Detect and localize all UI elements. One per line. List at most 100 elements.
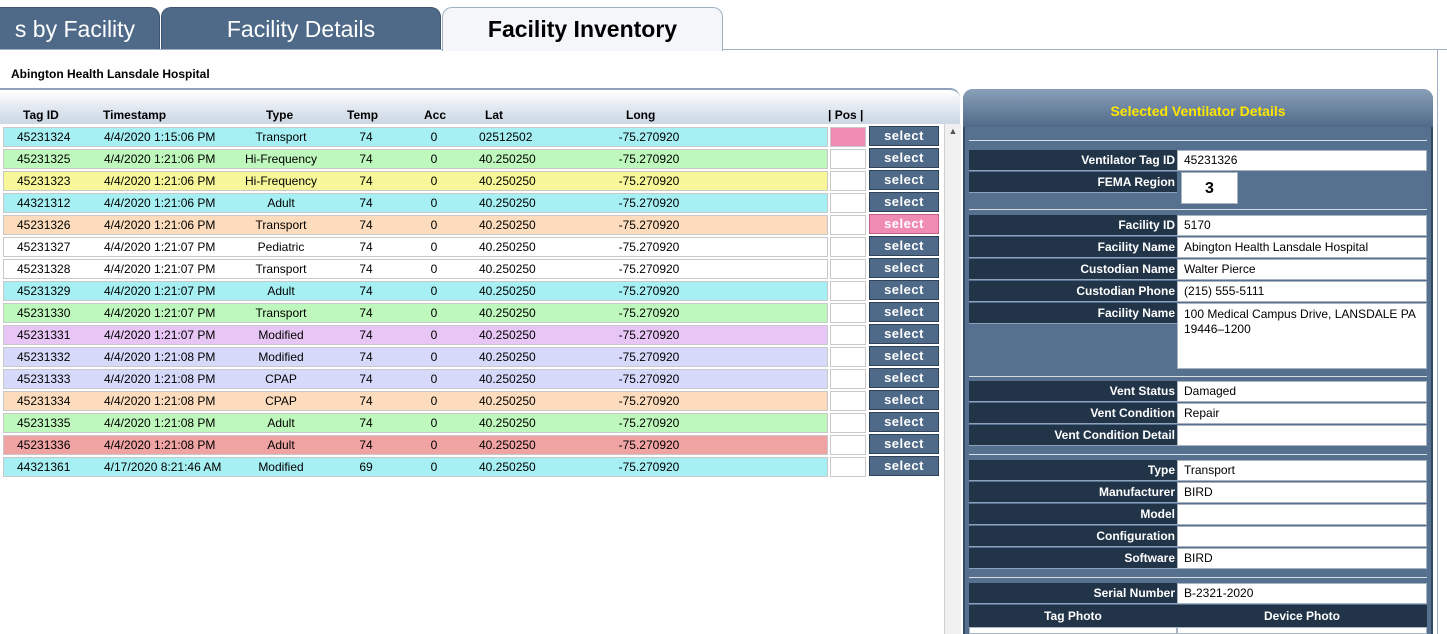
- table-row[interactable]: [3, 127, 828, 147]
- tab-facility-details[interactable]: Facility Details: [161, 7, 441, 50]
- facility-id-value[interactable]: 5170: [1177, 215, 1427, 236]
- cell-temp: 74: [359, 328, 373, 342]
- select-button[interactable]: select: [869, 412, 939, 432]
- cell-acc: 0: [430, 284, 438, 298]
- cell-long: -75.270920: [618, 196, 680, 210]
- table-row[interactable]: [3, 171, 828, 191]
- cell-timestamp: 4/4/2020 1:21:07 PM: [104, 306, 216, 320]
- select-button[interactable]: select: [869, 456, 939, 476]
- cell-temp: 74: [359, 130, 373, 144]
- select-button[interactable]: select: [869, 126, 939, 146]
- cell-acc: 0: [430, 372, 438, 386]
- cell-type: Adult: [267, 196, 295, 210]
- cell-long: -75.270920: [618, 218, 680, 232]
- model-value[interactable]: [1177, 504, 1427, 525]
- table-row[interactable]: [3, 281, 828, 301]
- select-button[interactable]: select: [869, 368, 939, 388]
- table-row[interactable]: [3, 325, 828, 345]
- header-pos[interactable]: | Pos |: [828, 108, 864, 122]
- fema-region-value[interactable]: 3: [1181, 172, 1238, 204]
- cell-type: Modified: [258, 350, 304, 364]
- table-row[interactable]: [3, 215, 828, 235]
- cell-acc: 0: [430, 262, 438, 276]
- facility-title: Abington Health Lansdale Hospital: [11, 67, 210, 81]
- grid-scrollbar[interactable]: ▲: [944, 124, 961, 634]
- cell-long: -75.270920: [618, 438, 680, 452]
- cell-temp: 74: [359, 284, 373, 298]
- tab-facility-inventory[interactable]: Facility Inventory: [442, 7, 723, 51]
- table-row[interactable]: [3, 457, 828, 477]
- pos-indicator: [830, 413, 866, 433]
- vent-condition-detail-value[interactable]: [1177, 425, 1427, 446]
- type-value[interactable]: Transport: [1177, 460, 1427, 481]
- table-row[interactable]: [3, 347, 828, 367]
- table-row[interactable]: [3, 435, 828, 455]
- custodian-phone-value[interactable]: (215) 555-5111: [1177, 281, 1427, 302]
- table-row[interactable]: [3, 193, 828, 213]
- header-tag-id[interactable]: Tag ID: [23, 108, 59, 122]
- cell-temp: 74: [359, 350, 373, 364]
- cell-timestamp: 4/4/2020 1:21:08 PM: [104, 438, 216, 452]
- select-button[interactable]: select: [869, 214, 939, 234]
- select-button[interactable]: select: [869, 192, 939, 212]
- facility-name-value[interactable]: Abington Health Lansdale Hospital: [1177, 237, 1427, 258]
- select-button[interactable]: select: [869, 324, 939, 344]
- scroll-up-icon[interactable]: ▲: [948, 126, 958, 136]
- select-button[interactable]: select: [869, 346, 939, 366]
- cell-lat: 40.250250: [479, 350, 536, 364]
- cell-timestamp: 4/4/2020 1:21:06 PM: [104, 152, 216, 166]
- cell-temp: 74: [359, 438, 373, 452]
- cell-type: Transport: [255, 218, 307, 232]
- table-row[interactable]: [3, 237, 828, 257]
- facility-name-label: Facility Name: [969, 237, 1177, 258]
- table-row[interactable]: [3, 303, 828, 323]
- header-acc[interactable]: Acc: [424, 108, 447, 122]
- select-button[interactable]: select: [869, 170, 939, 190]
- software-value[interactable]: BIRD: [1177, 548, 1427, 569]
- select-button[interactable]: select: [869, 148, 939, 168]
- cell-long: -75.270920: [618, 416, 680, 430]
- tag-photo[interactable]: [969, 627, 1177, 634]
- device-photo[interactable]: [1177, 627, 1427, 634]
- cell-long: -75.270920: [618, 174, 680, 188]
- tab-ventilators-by-facility[interactable]: s by Facility: [0, 7, 160, 50]
- serial-number-value[interactable]: B-2321-2020: [1177, 583, 1427, 604]
- cell-acc: 0: [430, 196, 438, 210]
- header-long[interactable]: Long: [626, 108, 656, 122]
- cell-timestamp: 4/4/2020 1:21:08 PM: [104, 416, 216, 430]
- header-type[interactable]: Type: [266, 108, 294, 122]
- custodian-name-value[interactable]: Walter Pierce: [1177, 259, 1427, 280]
- table-row[interactable]: [3, 391, 828, 411]
- select-button[interactable]: select: [869, 302, 939, 322]
- select-button[interactable]: select: [869, 390, 939, 410]
- select-button[interactable]: select: [869, 434, 939, 454]
- header-timestamp[interactable]: Timestamp: [103, 108, 167, 122]
- cell-type: Transport: [255, 130, 307, 144]
- cell-lat: 40.250250: [479, 196, 536, 210]
- pos-indicator: [830, 259, 866, 279]
- cell-lat: 40.250250: [479, 284, 536, 298]
- vent-status-value[interactable]: Damaged: [1177, 381, 1427, 402]
- details-title: Selected Ventilator Details: [963, 89, 1433, 127]
- facility-address-value[interactable]: 100 Medical Campus Drive, LANSDALE PA 19…: [1177, 303, 1427, 369]
- configuration-value[interactable]: [1177, 526, 1427, 547]
- select-button[interactable]: select: [869, 258, 939, 278]
- ventilator-tag-id-value[interactable]: 45231326: [1177, 150, 1427, 171]
- table-row[interactable]: [3, 259, 828, 279]
- header-temp[interactable]: Temp: [347, 108, 379, 122]
- manufacturer-value[interactable]: BIRD: [1177, 482, 1427, 503]
- select-button[interactable]: select: [869, 236, 939, 256]
- pos-indicator: [830, 237, 866, 257]
- header-lat[interactable]: Lat: [485, 108, 503, 122]
- select-button[interactable]: select: [869, 280, 939, 300]
- cell-long: -75.270920: [618, 240, 680, 254]
- cell-acc: 0: [430, 350, 438, 364]
- cell-timestamp: 4/4/2020 1:21:08 PM: [104, 394, 216, 408]
- table-row[interactable]: [3, 149, 828, 169]
- table-row[interactable]: [3, 413, 828, 433]
- cell-tag-id: 45231323: [17, 174, 71, 188]
- vent-condition-value[interactable]: Repair: [1177, 403, 1427, 424]
- table-row[interactable]: [3, 369, 828, 389]
- details-separator: [969, 140, 1427, 141]
- cell-temp: 69: [359, 460, 373, 474]
